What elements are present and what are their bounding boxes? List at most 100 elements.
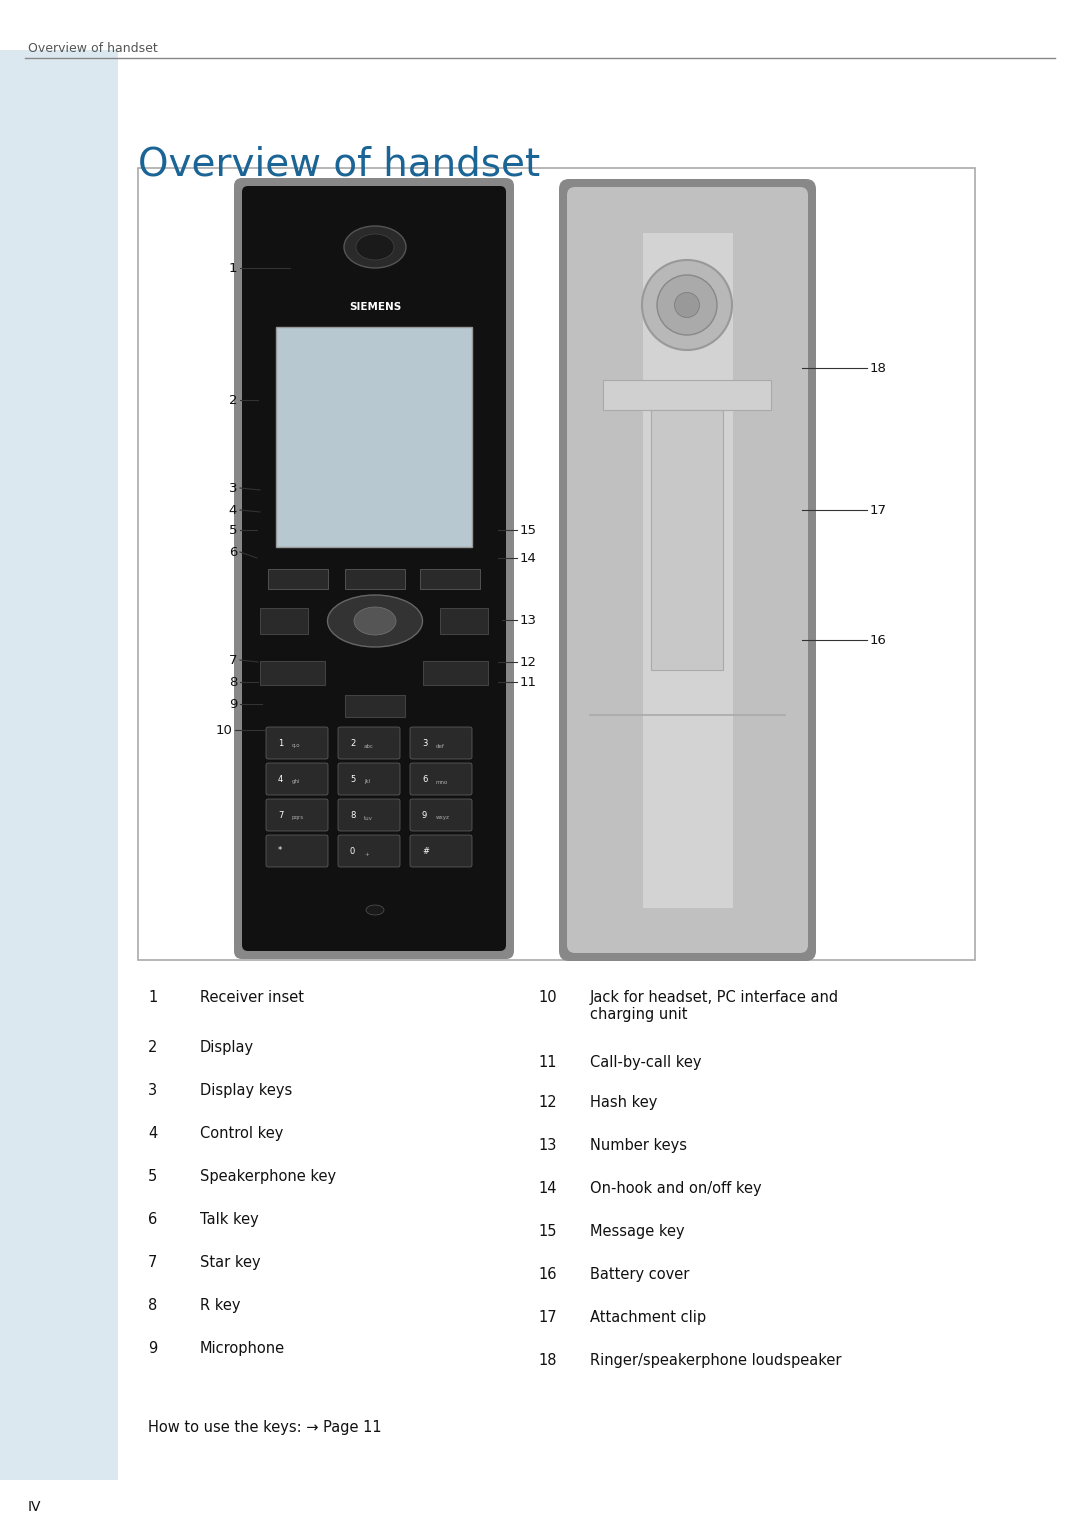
Text: 2: 2 [229, 393, 237, 407]
Text: Display: Display [200, 1040, 254, 1055]
Text: 15: 15 [538, 1225, 556, 1238]
Text: On-hook and on/off key: On-hook and on/off key [590, 1180, 761, 1196]
Text: 14: 14 [538, 1180, 556, 1196]
Text: 8: 8 [350, 810, 355, 820]
Text: 6: 6 [229, 546, 237, 558]
Bar [276, 327, 472, 547]
FancyBboxPatch shape [242, 187, 507, 951]
FancyBboxPatch shape [338, 763, 400, 795]
Bar [420, 569, 480, 589]
Bar [138, 168, 975, 960]
Text: 1: 1 [229, 261, 237, 275]
Text: 6: 6 [422, 775, 428, 783]
Bar [643, 232, 732, 908]
FancyBboxPatch shape [338, 726, 400, 758]
Bar [423, 661, 488, 685]
FancyBboxPatch shape [338, 800, 400, 830]
Text: 3: 3 [422, 739, 428, 748]
FancyBboxPatch shape [410, 835, 472, 867]
FancyBboxPatch shape [266, 800, 328, 830]
Text: 17: 17 [870, 503, 887, 517]
Text: +: + [364, 852, 368, 856]
Bar [440, 609, 488, 635]
Text: 8: 8 [148, 1298, 158, 1313]
Text: q.o: q.o [292, 743, 300, 749]
Text: 13: 13 [538, 1138, 556, 1153]
FancyBboxPatch shape [410, 763, 472, 795]
Text: 16: 16 [538, 1268, 556, 1281]
Text: 4: 4 [229, 503, 237, 517]
Bar [345, 569, 405, 589]
Text: 0: 0 [350, 847, 355, 856]
Text: 1: 1 [278, 739, 283, 748]
Text: Microphone: Microphone [200, 1341, 285, 1356]
Text: 2: 2 [350, 739, 355, 748]
Text: 5: 5 [229, 523, 237, 537]
Text: 2: 2 [148, 1040, 158, 1055]
Text: Display keys: Display keys [200, 1083, 293, 1098]
Text: Speakerphone key: Speakerphone key [200, 1170, 336, 1183]
Text: def: def [436, 743, 445, 749]
Text: 4: 4 [278, 775, 283, 783]
Text: Star key: Star key [200, 1255, 260, 1271]
Text: 18: 18 [870, 361, 887, 375]
Text: 4: 4 [148, 1125, 158, 1141]
Text: 18: 18 [538, 1353, 556, 1368]
Bar [603, 381, 771, 410]
Text: 16: 16 [870, 633, 887, 647]
Bar [260, 661, 325, 685]
Text: 10: 10 [538, 989, 556, 1005]
Text: 5: 5 [350, 775, 355, 783]
FancyBboxPatch shape [559, 179, 816, 962]
Text: 9: 9 [229, 697, 237, 711]
Text: 5: 5 [148, 1170, 158, 1183]
Text: wxyz: wxyz [436, 815, 450, 821]
FancyBboxPatch shape [338, 835, 400, 867]
Text: How to use the keys: → Page 11: How to use the keys: → Page 11 [148, 1420, 381, 1436]
FancyBboxPatch shape [410, 726, 472, 758]
Text: Control key: Control key [200, 1125, 283, 1141]
Ellipse shape [345, 226, 406, 268]
Ellipse shape [642, 260, 732, 350]
Text: 12: 12 [538, 1095, 556, 1110]
Text: tuv: tuv [364, 815, 373, 821]
Text: 10: 10 [215, 723, 232, 737]
Text: 1: 1 [148, 989, 158, 1005]
Text: Overview of handset: Overview of handset [138, 145, 540, 183]
Text: 13: 13 [519, 613, 537, 627]
Text: Call-by-call key: Call-by-call key [590, 1055, 702, 1070]
Text: ghi: ghi [292, 780, 300, 784]
Text: 7: 7 [278, 810, 283, 820]
Ellipse shape [657, 275, 717, 335]
Bar [268, 569, 328, 589]
Text: Talk key: Talk key [200, 1212, 259, 1226]
Bar [260, 609, 308, 635]
Text: 11: 11 [538, 1055, 556, 1070]
Text: 7: 7 [229, 653, 237, 667]
Text: 9: 9 [148, 1341, 158, 1356]
FancyBboxPatch shape [266, 763, 328, 795]
Ellipse shape [354, 607, 396, 635]
Text: Hash key: Hash key [590, 1095, 658, 1110]
FancyBboxPatch shape [266, 835, 328, 867]
Text: 17: 17 [538, 1310, 556, 1326]
Ellipse shape [356, 234, 394, 260]
Text: *: * [278, 847, 282, 856]
FancyBboxPatch shape [234, 177, 514, 959]
Text: Jack for headset, PC interface and
charging unit: Jack for headset, PC interface and charg… [590, 989, 839, 1023]
Bar [651, 410, 723, 670]
Text: 9: 9 [422, 810, 428, 820]
Text: Battery cover: Battery cover [590, 1268, 689, 1281]
Text: Overview of handset: Overview of handset [28, 41, 158, 55]
Text: 7: 7 [148, 1255, 158, 1271]
Text: Ringer/speakerphone loudspeaker: Ringer/speakerphone loudspeaker [590, 1353, 841, 1368]
Text: #: # [422, 847, 429, 856]
Text: 8: 8 [229, 676, 237, 688]
Text: 14: 14 [519, 552, 537, 564]
Bar [0, 50, 118, 1480]
Text: Number keys: Number keys [590, 1138, 687, 1153]
Text: 12: 12 [519, 656, 537, 668]
Text: 15: 15 [519, 523, 537, 537]
Text: 11: 11 [519, 676, 537, 688]
Ellipse shape [675, 292, 700, 318]
